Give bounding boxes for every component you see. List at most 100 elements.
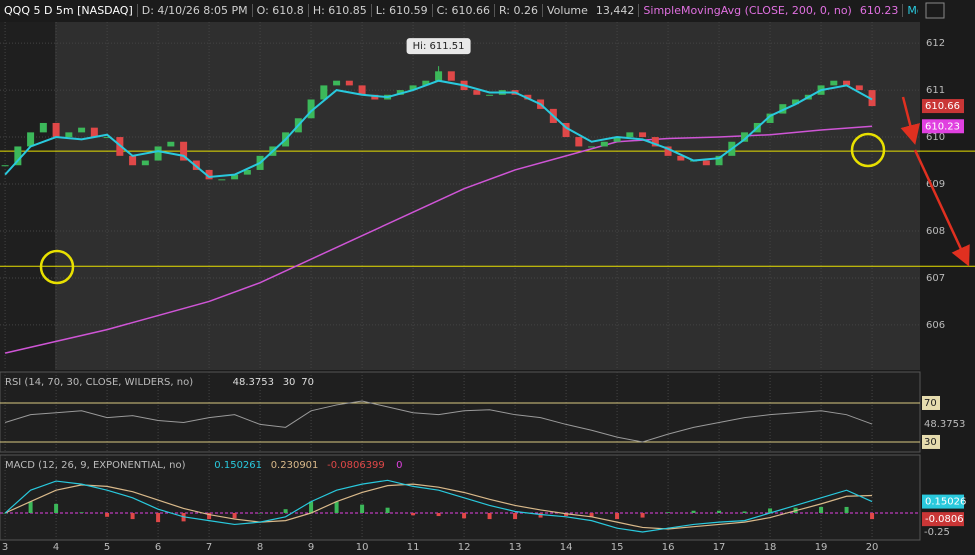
candle — [766, 113, 774, 123]
candle — [562, 122, 570, 138]
candle — [486, 94, 494, 96]
x-tick-label: 6 — [155, 542, 161, 553]
last-value: 48.3753 — [924, 419, 965, 430]
candle — [855, 85, 863, 91]
candle — [409, 85, 417, 91]
y-tick-label: -0.25 — [924, 527, 950, 538]
histogram-bar — [691, 510, 696, 514]
y-tick-label: 608 — [926, 226, 945, 237]
histogram-bar — [156, 513, 161, 523]
histogram-bar — [666, 512, 671, 514]
x-tick-label: 18 — [764, 542, 777, 553]
y-tick-label: 607 — [926, 273, 945, 284]
histogram-bar — [130, 513, 135, 520]
candle — [1, 165, 9, 167]
candle — [524, 94, 532, 100]
candle — [154, 146, 162, 161]
histogram-bar — [309, 501, 314, 514]
y-tick-label: 610 — [926, 132, 945, 143]
candle — [447, 71, 455, 81]
candle — [639, 132, 647, 138]
histogram-bar — [615, 513, 620, 520]
candle — [307, 99, 315, 119]
highlight-circle — [39, 249, 75, 285]
panel-value: 48.3753 — [233, 377, 274, 388]
y-tick-label: 606 — [926, 320, 945, 331]
x-tick-label: 12 — [458, 542, 471, 553]
settings-icon[interactable] — [925, 2, 945, 19]
series-line — [4, 479, 873, 533]
price-box — [922, 494, 964, 509]
tooltip-label: Hi: 611.51 — [413, 41, 465, 52]
histogram-bar — [28, 501, 33, 514]
candle — [741, 132, 749, 142]
candle — [180, 141, 188, 161]
price-box-label: -0.0806 — [925, 514, 964, 525]
candle — [358, 85, 366, 95]
price-panel — [0, 22, 920, 370]
high: H: 610.85 — [309, 4, 372, 17]
x-tick-label: 17 — [713, 542, 726, 553]
tick-box — [922, 434, 940, 449]
candle — [575, 137, 583, 147]
movavg-label[interactable]: MovAvg... — [907, 4, 918, 17]
candle — [396, 90, 404, 95]
candle — [129, 155, 137, 166]
panel-title: RSI (14, 70, 30, CLOSE, WILDERS, no) — [5, 377, 193, 388]
volume-label: Volume — [546, 4, 588, 17]
y-tick-label: 609 — [926, 179, 945, 190]
x-tick-label: 3 — [2, 542, 8, 553]
price-box — [922, 512, 964, 527]
premarket-shade — [0, 22, 55, 370]
histogram-bar — [105, 513, 110, 517]
close: C: 610.66 — [433, 4, 495, 17]
candle — [830, 80, 838, 86]
histogram-bar — [54, 503, 59, 514]
histogram-bar — [258, 513, 263, 514]
candle — [205, 169, 213, 180]
tooltip-box — [406, 38, 471, 55]
series-line — [4, 483, 873, 530]
header: QQQ 5 D 5m [NASDAQ] D: 4/10/26 8:05 PM O… — [0, 0, 918, 21]
candle — [78, 127, 86, 133]
candle — [651, 137, 659, 147]
y-tick-label: 70 — [924, 398, 937, 409]
x-tick-label: 10 — [356, 542, 369, 553]
price-box-label: 0.15026 — [925, 497, 966, 508]
x-tick-label: 5 — [104, 542, 110, 553]
range: R: 0.26 — [495, 4, 543, 17]
histogram-bar — [411, 513, 416, 516]
histogram-bar — [589, 513, 594, 517]
rsi-panel — [0, 371, 921, 453]
panel-title: MACD (12, 26, 9, EXPONENTIAL, no) — [5, 460, 186, 471]
macd-panel — [0, 454, 921, 541]
sma-label[interactable]: SimpleMovingAvg (CLOSE, 200, 0, no) — [643, 4, 852, 17]
volume: 13,442 — [592, 4, 640, 17]
candle — [243, 169, 251, 175]
candle — [65, 132, 73, 138]
candle — [588, 146, 596, 148]
x-tick-label: 4 — [53, 542, 59, 553]
histogram-bar — [487, 513, 492, 520]
histogram-bar — [717, 510, 722, 514]
candle — [90, 127, 98, 138]
symbol[interactable]: QQQ 5 D 5m [NASDAQ] — [0, 4, 138, 17]
candle — [167, 141, 175, 147]
y-tick-label: 612 — [926, 38, 945, 49]
x-tick-label: 15 — [611, 542, 624, 553]
candle — [218, 179, 226, 181]
candle — [231, 174, 239, 180]
candle — [333, 80, 341, 86]
histogram-bar — [232, 513, 237, 519]
candle — [664, 146, 672, 156]
x-tick-label: 13 — [509, 542, 522, 553]
sma-value: 610.23 — [856, 4, 904, 17]
x-tick-label: 11 — [407, 542, 420, 553]
low: L: 610.59 — [372, 4, 433, 17]
candle — [677, 155, 685, 161]
price-box — [922, 119, 964, 134]
histogram-bar — [334, 501, 339, 514]
candle — [39, 122, 47, 133]
